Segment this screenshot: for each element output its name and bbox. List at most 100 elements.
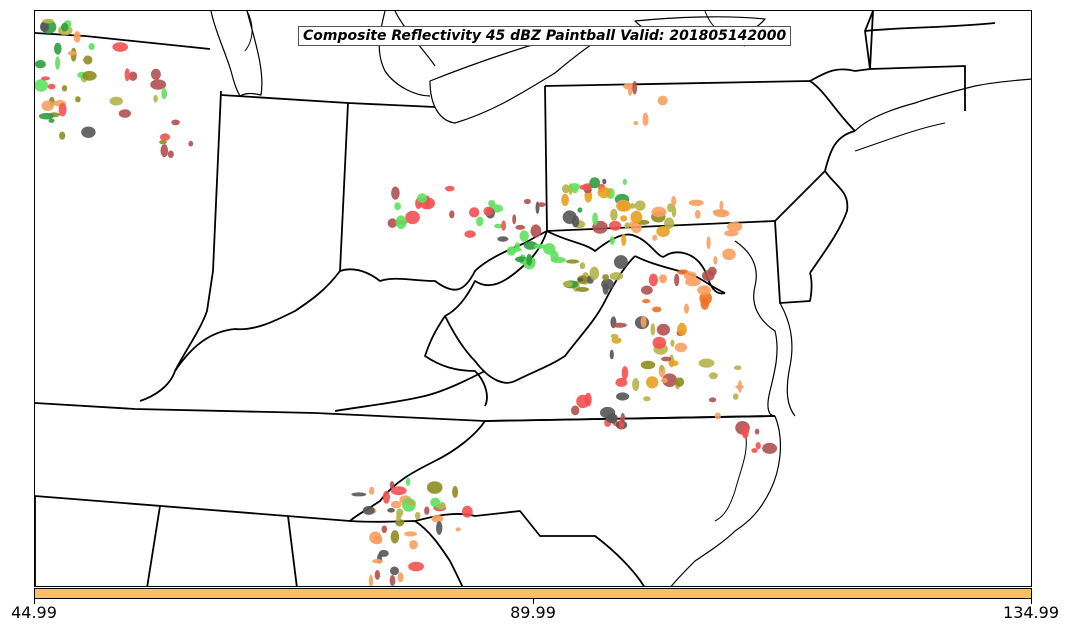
storm-cell bbox=[584, 392, 592, 407]
storm-cell bbox=[762, 442, 778, 454]
storm-cell bbox=[683, 271, 697, 281]
storm-cell bbox=[469, 207, 480, 218]
storm-cell bbox=[632, 378, 640, 391]
storm-cell bbox=[501, 220, 506, 231]
storm-cell bbox=[35, 79, 49, 92]
storm-cell bbox=[38, 112, 54, 120]
storm-cell bbox=[662, 373, 678, 388]
storm-cell bbox=[611, 337, 622, 344]
colorbar-tick-mark-2 bbox=[1031, 599, 1032, 604]
storm-cell bbox=[640, 360, 656, 370]
storm-cell bbox=[668, 360, 679, 367]
long-island bbox=[854, 122, 946, 152]
storm-cell bbox=[424, 506, 430, 515]
storm-cell bbox=[652, 234, 658, 241]
colorbar-tick-label-1: 89.99 bbox=[510, 603, 556, 622]
storm-cell bbox=[651, 206, 667, 218]
storm-cell bbox=[698, 358, 715, 368]
storm-cell bbox=[445, 185, 455, 192]
storm-cell bbox=[476, 216, 484, 227]
storm-cell bbox=[378, 549, 389, 557]
storm-cell bbox=[661, 356, 672, 362]
ky-wv-va-line bbox=[424, 315, 488, 407]
storm-cell bbox=[530, 224, 542, 238]
storm-cell bbox=[59, 131, 66, 140]
storm-cell bbox=[579, 184, 592, 191]
colorbar-tick-mark-1 bbox=[533, 599, 534, 604]
storm-cell bbox=[519, 230, 529, 242]
storm-cell bbox=[159, 133, 171, 141]
storm-cell bbox=[610, 208, 618, 221]
storm-cell bbox=[641, 285, 653, 295]
storm-cell bbox=[159, 140, 167, 145]
storm-cell bbox=[612, 322, 627, 328]
wv-va-line bbox=[444, 230, 636, 384]
storm-cell bbox=[630, 221, 642, 234]
storm-cell bbox=[707, 266, 717, 276]
ohio-pa-line bbox=[544, 85, 548, 232]
storm-cell bbox=[597, 187, 611, 199]
storm-cell bbox=[652, 306, 662, 313]
storm-cell bbox=[670, 339, 675, 347]
storm-cell bbox=[577, 277, 584, 282]
storm-cell bbox=[124, 68, 130, 82]
storm-cell bbox=[112, 42, 128, 52]
storm-cell bbox=[622, 178, 628, 185]
storm-cell bbox=[372, 538, 383, 545]
ma-north bbox=[864, 22, 996, 32]
storm-cell bbox=[562, 210, 577, 224]
radar-map bbox=[35, 11, 1031, 586]
ohio-river bbox=[339, 230, 548, 291]
storm-cell bbox=[719, 200, 724, 211]
storm-cell bbox=[390, 566, 399, 576]
storm-cell bbox=[724, 229, 739, 237]
storm-cell bbox=[396, 508, 404, 518]
storm-cell bbox=[494, 223, 503, 229]
storm-cell bbox=[417, 193, 428, 203]
storm-cell bbox=[88, 43, 95, 50]
vt-nh-line bbox=[869, 11, 874, 70]
storm-cell bbox=[706, 236, 711, 250]
storm-cell bbox=[109, 96, 124, 106]
storm-cell bbox=[714, 412, 721, 420]
storm-cell bbox=[161, 88, 168, 100]
indiana-ohio-line bbox=[339, 102, 349, 272]
storm-cell bbox=[600, 406, 616, 419]
storm-cell bbox=[741, 425, 749, 439]
storm-cell bbox=[561, 184, 570, 194]
storm-cell bbox=[684, 303, 689, 314]
storm-cell bbox=[430, 497, 441, 508]
storm-cell bbox=[395, 215, 407, 229]
saginaw bbox=[244, 11, 253, 52]
storm-cell bbox=[391, 186, 400, 200]
storm-cell bbox=[75, 96, 81, 103]
storm-cell bbox=[523, 198, 531, 205]
storm-cell bbox=[153, 94, 158, 103]
storm-cell bbox=[515, 224, 526, 230]
storm-cell bbox=[589, 266, 600, 280]
storm-cell bbox=[381, 525, 388, 534]
storm-cell bbox=[609, 349, 614, 360]
storm-cell bbox=[543, 243, 556, 255]
storm-cell bbox=[61, 85, 68, 92]
storm-cell bbox=[61, 22, 69, 32]
storm-cell bbox=[755, 442, 761, 450]
storm-cell bbox=[659, 274, 667, 284]
ne-coast bbox=[854, 78, 1031, 132]
colorbar-tick-mark-0 bbox=[34, 599, 35, 604]
storm-cell bbox=[732, 393, 739, 400]
ohio-michigan-line bbox=[347, 102, 436, 108]
storm-cell bbox=[464, 230, 476, 238]
storm-cell bbox=[397, 572, 404, 583]
storm-cell bbox=[167, 150, 174, 158]
ga-line bbox=[349, 520, 464, 586]
storm-cell bbox=[455, 527, 461, 532]
storm-cell bbox=[150, 68, 161, 80]
illinois-wi-line bbox=[35, 32, 211, 50]
storm-cell bbox=[621, 366, 629, 380]
al-ga-line bbox=[287, 515, 298, 586]
storm-cell bbox=[601, 278, 614, 290]
storm-cell bbox=[73, 31, 81, 43]
storm-cell bbox=[47, 83, 56, 90]
ky-va-line bbox=[334, 370, 486, 412]
